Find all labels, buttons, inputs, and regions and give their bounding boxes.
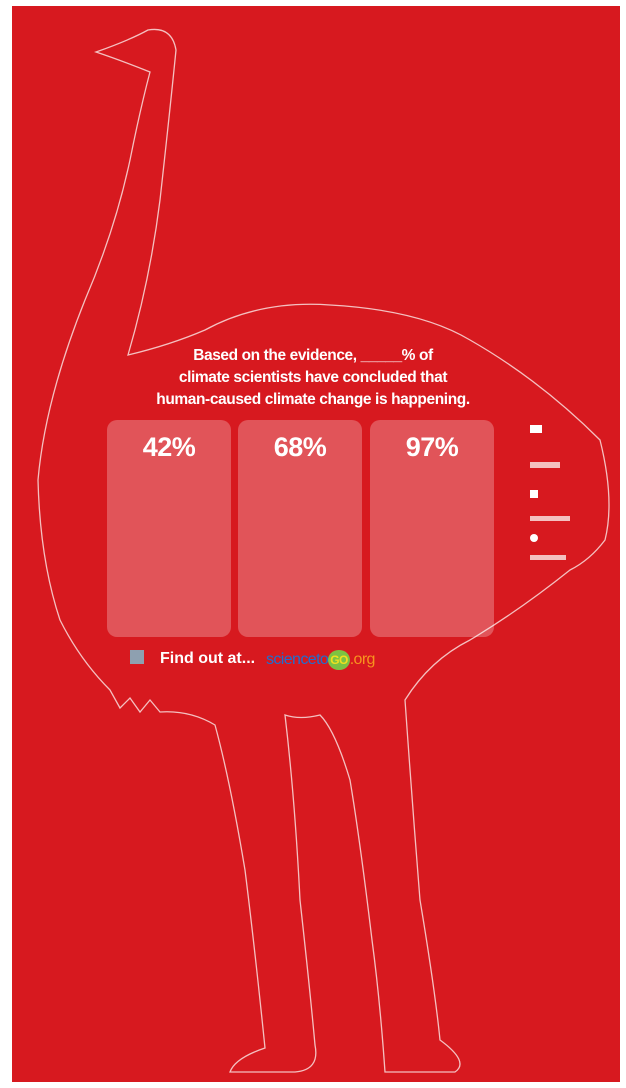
- ostrich-silhouette: [37, 28, 610, 1073]
- qr-code: [130, 650, 144, 664]
- brand-logo[interactable]: scienceto GO .org: [266, 650, 375, 670]
- sponsor-logo: [530, 490, 538, 498]
- brand-part: .org: [349, 651, 376, 668]
- option-box[interactable]: [238, 420, 362, 637]
- option-label: 42%: [142, 432, 196, 462]
- option-box[interactable]: [107, 420, 231, 637]
- sponsor-logo: [530, 555, 566, 560]
- question-line: climate scientists have concluded that: [178, 369, 448, 386]
- call-to-action: Find out at...: [160, 650, 256, 667]
- sponsor-logo: [530, 534, 538, 542]
- option-label: 97%: [405, 432, 459, 462]
- sponsor-logo: [530, 462, 560, 468]
- sponsor-logo: [530, 425, 542, 433]
- brand-part: to: [316, 651, 329, 668]
- question-line: Based on the evidence, _____% of: [193, 347, 433, 364]
- brand-part: GO: [328, 650, 350, 670]
- poster-background: [12, 6, 620, 1082]
- brand-part: science: [266, 651, 317, 668]
- question-line: human-caused climate change is happening…: [156, 391, 470, 408]
- option-box[interactable]: [370, 420, 494, 637]
- sponsor-logo: [530, 516, 570, 521]
- option-label: 68%: [273, 432, 327, 462]
